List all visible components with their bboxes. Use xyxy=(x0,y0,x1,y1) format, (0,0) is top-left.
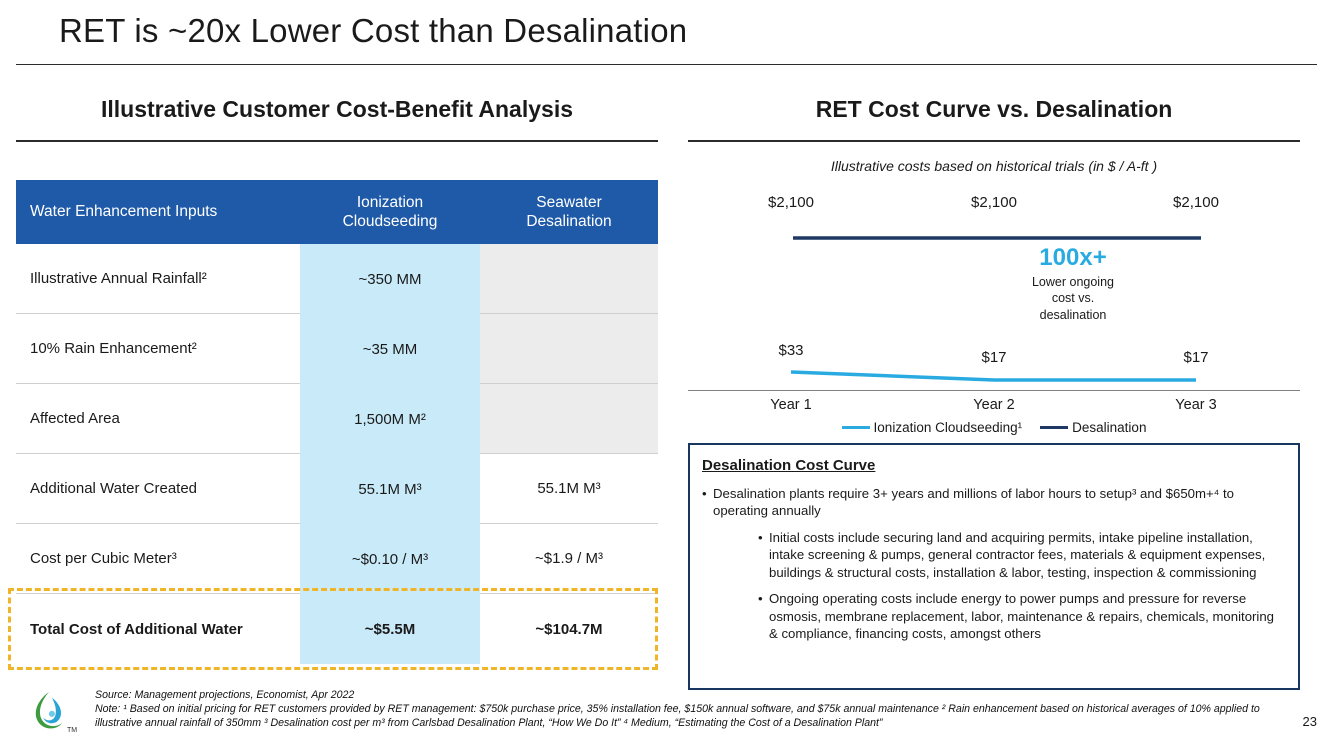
desalination-cost-curve-box: Desalination Cost Curve Desalination pla… xyxy=(688,443,1300,690)
row-label: Illustrative Annual Rainfall² xyxy=(16,244,300,314)
box-sub-bullet-ongoing-costs: Ongoing operating costs include energy t… xyxy=(758,590,1284,642)
table-row-additional-water: Additional Water Created 55.1M M³ 55.1M … xyxy=(16,454,658,524)
logo-drop-blue xyxy=(43,697,62,724)
chart-subtitle: Illustrative costs based on historical t… xyxy=(830,158,1158,174)
logo-swirl-green xyxy=(35,691,63,729)
cloudseeding-point-label-3: $17 xyxy=(1183,349,1209,366)
footnotes-block: Source: Management projections, Economis… xyxy=(95,689,1307,730)
box-bullet-main: Desalination plants require 3+ years and… xyxy=(702,485,1284,520)
note-line: Note: ¹ Based on initial pricing for RET… xyxy=(95,702,1260,729)
annotation-subtext: Lower ongoing cost vs. desalination xyxy=(1031,275,1114,322)
cloudseeding-value: ~350 MM xyxy=(300,244,480,314)
desalination-value: ~$1.9 / M³ xyxy=(480,524,658,594)
column-header-inputs: Water Enhancement Inputs xyxy=(30,203,218,221)
source-line: Source: Management projections, Economis… xyxy=(95,689,355,701)
cloudseeding-value: 1,500M M² xyxy=(300,384,480,454)
row-label: 10% Rain Enhancement² xyxy=(16,314,300,384)
x-tick-year1: Year 1 xyxy=(770,397,812,413)
cloudseeding-value: 55.1M M³ xyxy=(300,454,480,524)
x-axis-line xyxy=(688,390,1300,391)
cloudseeding-point-label-1: $33 xyxy=(778,342,804,359)
right-heading-divider xyxy=(688,140,1300,142)
desalination-line-swatch xyxy=(1040,426,1069,429)
legend-label-cloudseeding: Ionization Cloudseeding¹ xyxy=(873,420,1023,435)
left-heading-divider xyxy=(16,140,658,142)
table-row-rainfall: Illustrative Annual Rainfall² ~350 MM xyxy=(16,244,658,314)
page-number: 23 xyxy=(1302,714,1317,729)
cloudseeding-value: ~$0.10 / M³ xyxy=(300,524,480,594)
box-title: Desalination Cost Curve xyxy=(702,457,876,474)
desalination-value xyxy=(480,244,658,314)
row-label: Total Cost of Additional Water xyxy=(30,620,243,638)
company-logo xyxy=(35,691,63,729)
chart-legend: Ionization Cloudseeding¹ Desalination xyxy=(688,420,1300,435)
x-tick-year3: Year 3 xyxy=(1175,397,1217,413)
cost-curve-chart: Illustrative costs based on historical t… xyxy=(688,150,1300,440)
cloudseeding-line-swatch xyxy=(841,426,870,429)
cost-benefit-table: Water Enhancement Inputs Ionization Clou… xyxy=(8,180,658,670)
cloudseeding-value: ~$5.5M xyxy=(300,594,480,664)
desalination-value: 55.1M M³ xyxy=(480,454,658,524)
legend-label-desalination: Desalination xyxy=(1072,420,1147,435)
cloudseeding-point-label-2: $17 xyxy=(981,349,1007,366)
desalination-value xyxy=(480,384,658,454)
logo-trademark: TM xyxy=(67,727,78,734)
table-row-enhancement: 10% Rain Enhancement² ~35 MM xyxy=(16,314,658,384)
cost-advantage-annotation: 100x+ Lower ongoing cost vs. desalinatio… xyxy=(991,244,1155,323)
right-section-heading: RET Cost Curve vs. Desalination xyxy=(815,96,1173,122)
desalination-value: ~$104.7M xyxy=(535,620,603,638)
annotation-headline: 100x+ xyxy=(1039,244,1107,271)
slide-title: RET is ~20x Lower Cost than Desalination xyxy=(59,12,688,49)
table-row-total-cost: Total Cost of Additional Water ~$5.5M ~$… xyxy=(16,594,658,664)
logo-dot xyxy=(48,710,55,717)
column-header-desalination: Seawater Desalination xyxy=(526,193,612,230)
cloudseeding-line xyxy=(790,370,1196,382)
legend-item-cloudseeding: Ionization Cloudseeding¹ xyxy=(841,420,1023,435)
desalination-point-label-1: $2,100 xyxy=(768,194,814,211)
table-row-cost-per-m3: Cost per Cubic Meter³ ~$0.10 / M³ ~$1.9 … xyxy=(16,524,658,594)
legend-item-desalination: Desalination xyxy=(1040,420,1146,435)
chart-lines xyxy=(790,236,1201,382)
x-tick-year2: Year 2 xyxy=(973,397,1015,413)
row-label: Affected Area xyxy=(16,384,300,454)
desalination-point-label-2: $2,100 xyxy=(971,194,1017,211)
desalination-value xyxy=(480,314,658,384)
row-label: Additional Water Created xyxy=(16,454,300,524)
title-divider xyxy=(16,64,1317,65)
table-row-affected-area: Affected Area 1,500M M² xyxy=(16,384,658,454)
table-header-row: Water Enhancement Inputs Ionization Clou… xyxy=(16,180,658,244)
cloudseeding-value: ~35 MM xyxy=(300,314,480,384)
row-label: Cost per Cubic Meter³ xyxy=(16,524,300,594)
desalination-point-label-3: $2,100 xyxy=(1173,194,1219,211)
column-header-cloudseeding: Ionization Cloudseeding xyxy=(342,193,438,230)
box-sub-bullet-initial-costs: Initial costs include securing land and … xyxy=(758,529,1284,581)
left-section-heading: Illustrative Customer Cost-Benefit Analy… xyxy=(100,96,574,122)
